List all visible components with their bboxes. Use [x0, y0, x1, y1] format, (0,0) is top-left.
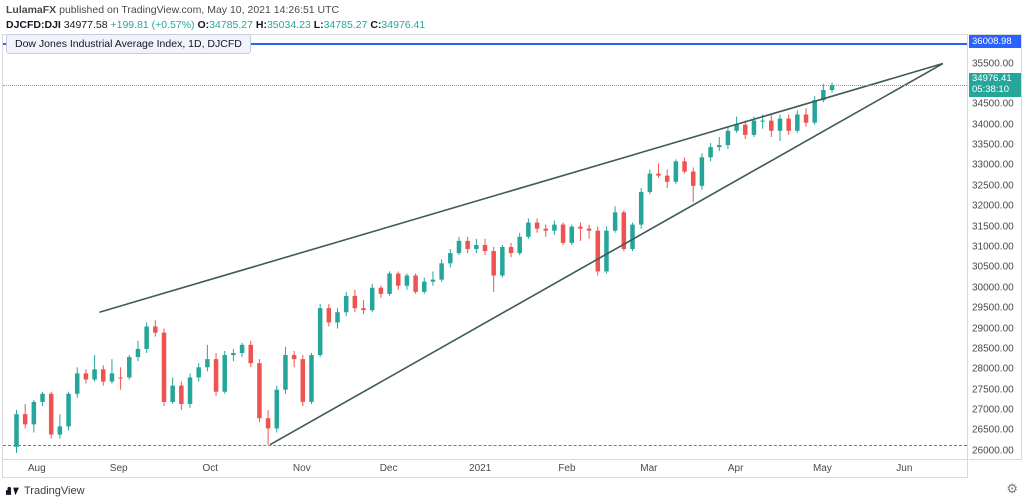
y-tick-label: 32000.00 [972, 201, 1014, 212]
y-tick-label: 33500.00 [972, 140, 1014, 151]
publish-header: LulamaFX published on TradingView.com, M… [6, 4, 339, 16]
tradingview-logo-icon [6, 484, 19, 497]
y-tick-label: 28500.00 [972, 343, 1014, 354]
publish-time: May 10, 2021 14:26:51 UTC [207, 4, 339, 16]
last-value: 34977.58 [64, 19, 108, 31]
x-tick-label: May [813, 463, 832, 474]
y-tick-label: 31500.00 [972, 221, 1014, 232]
chart-area[interactable] [2, 34, 968, 460]
y-tick-label: 29500.00 [972, 303, 1014, 314]
ohlc-high: 35034.23 [267, 19, 311, 31]
candlestick-chart [3, 35, 967, 459]
y-tick-label: 26000.00 [972, 445, 1014, 456]
low-dash-line [3, 445, 967, 446]
x-tick-label: Jun [896, 463, 912, 474]
x-tick-label: Aug [28, 463, 46, 474]
y-tick-label: 34000.00 [972, 119, 1014, 130]
change-abs: +199.81 [110, 19, 148, 31]
y-axis[interactable]: USD 26000.0026500.0027000.0027500.002800… [969, 34, 1022, 460]
y-tick-label: 27000.00 [972, 405, 1014, 416]
publish-verb: published on [59, 4, 119, 16]
y-tick-label: 31000.00 [972, 242, 1014, 253]
x-tick-label: Dec [380, 463, 398, 474]
y-tick-label: 29000.00 [972, 323, 1014, 334]
symbol: DJCFD:DJI [6, 19, 61, 31]
x-tick-label: Feb [558, 463, 575, 474]
x-tick-label: Sep [110, 463, 128, 474]
horizontal-level-badge: 36008.98 [969, 35, 1021, 48]
publisher-name: LulamaFX [6, 4, 56, 16]
last-price-line [3, 85, 967, 86]
ohlc-bar: DJCFD:DJI 34977.58 +199.81 (+0.57%) O:34… [6, 19, 425, 31]
y-tick-label: 33000.00 [972, 160, 1014, 171]
x-tick-label: Apr [728, 463, 744, 474]
brand-footer[interactable]: TradingView [6, 484, 85, 497]
publish-site: TradingView.com [121, 4, 201, 16]
chart-title[interactable]: Dow Jones Industrial Average Index, 1D, … [6, 34, 251, 54]
ohlc-close: 34976.41 [381, 19, 425, 31]
y-tick-label: 34500.00 [972, 99, 1014, 110]
y-tick-label: 26500.00 [972, 425, 1014, 436]
y-tick-label: 28000.00 [972, 364, 1014, 375]
y-tick-label: 30500.00 [972, 262, 1014, 273]
y-tick-label: 35500.00 [972, 58, 1014, 69]
ohlc-low: 34785.27 [324, 19, 368, 31]
brand-name: TradingView [24, 485, 85, 497]
x-axis[interactable]: Aug Sep Oct Nov Dec 2021 Feb Mar Apr May Jun [2, 460, 968, 478]
x-tick-label: Oct [202, 463, 218, 474]
last-price-badge: 34976.4105:38:10 [969, 73, 1021, 97]
y-tick-label: 30000.00 [972, 282, 1014, 293]
time-axis-settings-icon[interactable]: ⚙ [1006, 481, 1018, 497]
y-tick-label: 32500.00 [972, 180, 1014, 191]
ohlc-open: 34785.27 [209, 19, 253, 31]
x-tick-label: 2021 [469, 463, 491, 474]
x-tick-label: Mar [640, 463, 657, 474]
change-pct: (+0.57%) [152, 19, 195, 31]
x-tick-label: Nov [293, 463, 311, 474]
y-tick-label: 27500.00 [972, 384, 1014, 395]
